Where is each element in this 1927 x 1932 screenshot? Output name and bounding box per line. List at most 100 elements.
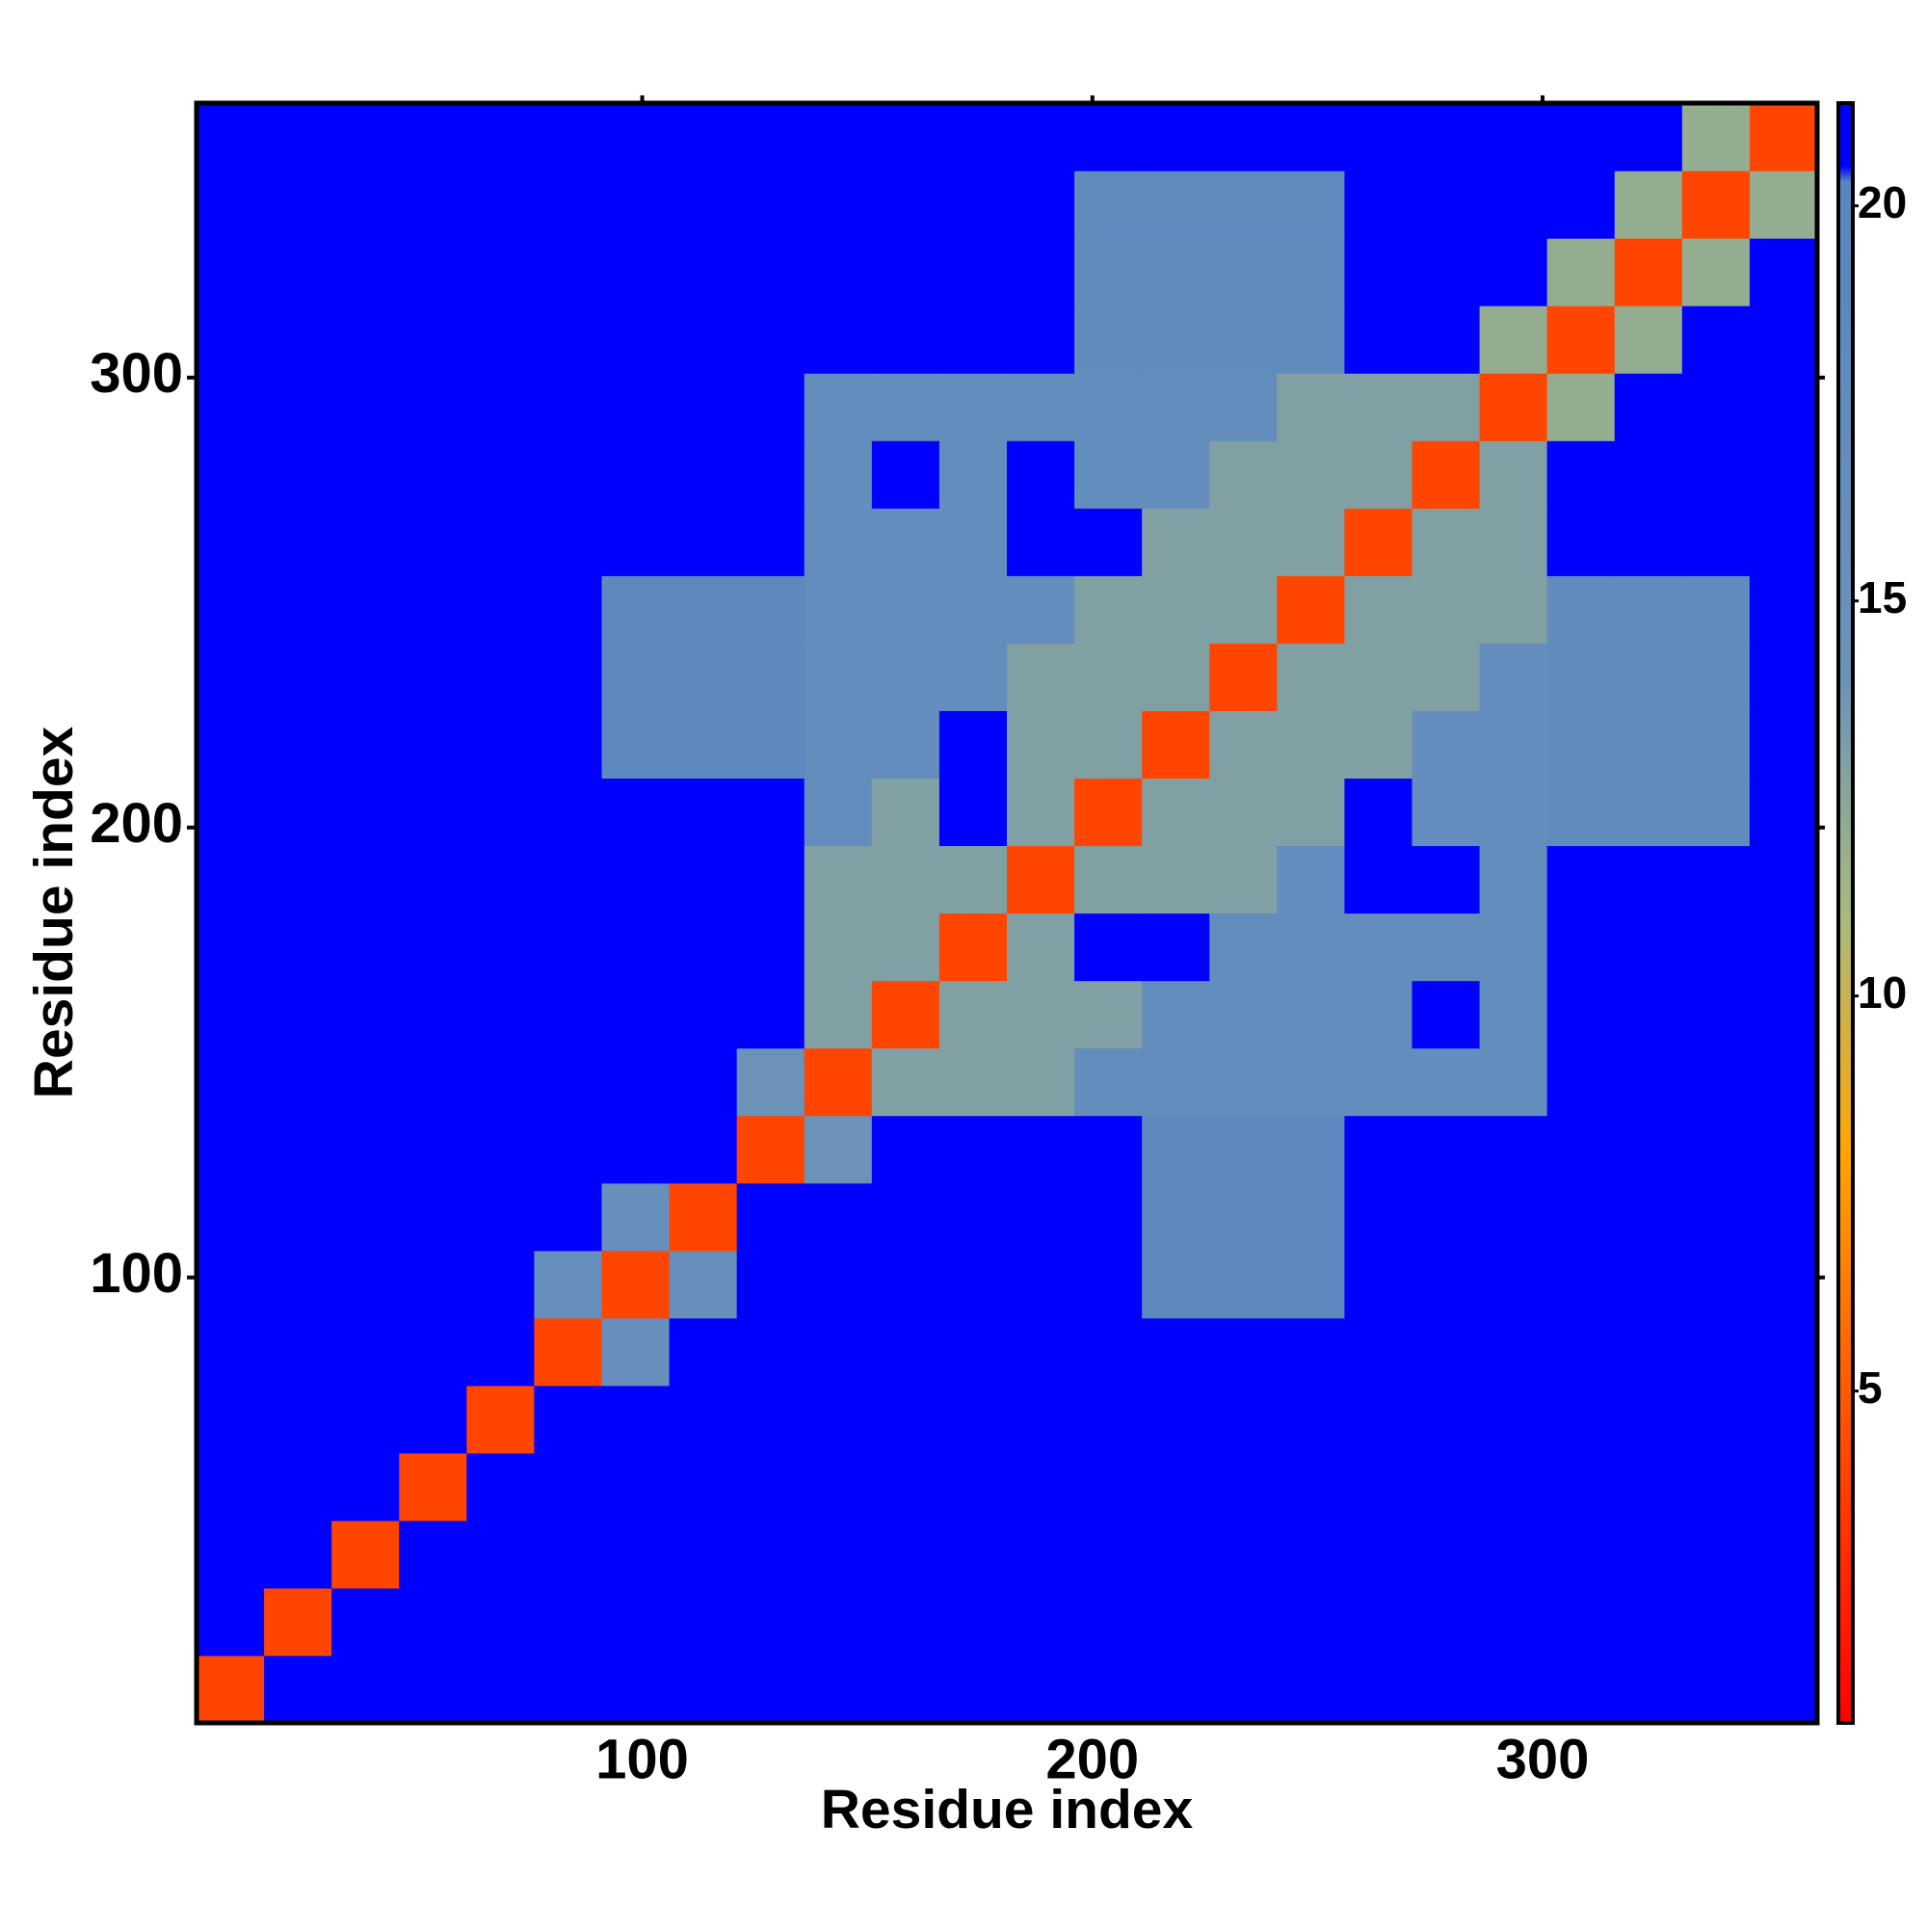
heatmap-cell [331,575,400,644]
heatmap-cell [1479,1587,1548,1656]
heatmap-cell [1546,845,1616,914]
heatmap-cell [1614,1317,1683,1387]
heatmap-cell [1479,845,1548,914]
heatmap-cell [1277,1115,1346,1184]
heatmap-cell [601,643,671,711]
heatmap-cell [804,171,873,239]
heatmap-cell [1681,1452,1751,1522]
heatmap-cell [1209,1452,1278,1522]
heatmap-cell [1142,643,1210,711]
heatmap-cell [1681,508,1751,576]
heatmap-cell [601,1115,671,1184]
heatmap-cell [264,373,332,441]
heatmap-cell [1749,980,1818,1049]
heatmap-cell [1344,710,1413,780]
heatmap-cell [1277,1317,1346,1387]
heatmap-cell [871,1385,940,1454]
heatmap-cell [197,1047,265,1117]
heatmap-cell [1681,1520,1751,1589]
heatmap-cell [331,1047,400,1117]
heatmap-cell [264,1654,332,1724]
heatmap-cell [1546,1250,1616,1319]
heatmap-cell [1412,1654,1481,1724]
heatmap-cell [1142,1250,1210,1319]
heatmap-cell [197,1452,265,1522]
heatmap-cell [804,1654,873,1724]
heatmap-cell [466,1654,536,1724]
heatmap-cell [669,1520,738,1589]
heatmap-cell [1681,778,1751,847]
heatmap-cell [1681,1047,1751,1117]
heatmap-cell [601,1182,671,1252]
heatmap-cell [871,1115,940,1184]
heatmap-cell [1681,373,1751,441]
heatmap-cell [871,710,940,780]
heatmap-cell [601,238,671,306]
heatmap-cell [938,171,1008,239]
heatmap-cell [1412,171,1481,239]
heatmap-cell [1749,1047,1818,1117]
heatmap-cell [938,643,1008,711]
heatmap-cell [1546,1520,1616,1589]
heatmap-cell [1277,710,1346,780]
heatmap-cell [534,1587,603,1656]
heatmap-cell [1614,845,1683,914]
heatmap-cell [1681,980,1751,1049]
heatmap-cell [871,238,940,306]
heatmap-cell [534,1654,603,1724]
heatmap-cell [1681,913,1751,982]
heatmap-cell [1749,1115,1818,1184]
heatmap-cell [1344,508,1413,576]
heatmap-cell [1479,575,1548,644]
heatmap-cell [264,575,332,644]
heatmap-cell [804,508,873,576]
heatmap-cell [1412,1520,1481,1589]
heatmap-cell [197,980,265,1049]
heatmap-cell [736,103,805,172]
heatmap-cell [1749,1587,1818,1656]
heatmap-cell [534,238,603,306]
heatmap-cell [534,1317,603,1387]
heatmap-cell [399,575,467,644]
heatmap-cell [1749,171,1818,239]
heatmap-cell [1479,508,1548,576]
heatmap-cell [399,710,467,780]
heatmap-cell [264,1587,332,1656]
heatmap-cell [1749,845,1818,914]
heatmap-cell [1546,171,1616,239]
heatmap-cell [1681,1317,1751,1387]
heatmap-cell [1209,238,1278,306]
heatmap-cell [1277,238,1346,306]
heatmap-cell [601,1654,671,1724]
heatmap-cell [1614,1587,1683,1656]
heatmap-cell [1479,373,1548,441]
heatmap-cell [466,171,536,239]
heatmap-cell [466,1317,536,1387]
heatmap-cell [1209,1047,1278,1117]
heatmap-cell [871,508,940,576]
heatmap-cell [399,373,467,441]
heatmap-cell [1074,508,1143,576]
heatmap-cell [1007,1520,1075,1589]
heatmap-cell [1344,1520,1413,1589]
heatmap-cell [804,1385,873,1454]
heatmap-cell [736,1654,805,1724]
heatmap-cell [331,710,400,780]
heatmap-cell [1277,778,1346,847]
x-tick-label: 200 [1045,1728,1139,1790]
heatmap-cell [938,1115,1008,1184]
heatmap-cell [1007,508,1075,576]
heatmap-cell [1479,1047,1548,1117]
heatmap-cell [331,440,400,509]
heatmap-cell [534,1385,603,1454]
heatmap-cell [534,103,603,172]
heatmap-cell [1277,1047,1346,1117]
heatmap-cell [1412,845,1481,914]
heatmap-cell [1007,575,1075,644]
heatmap-cell [1344,171,1413,239]
heatmap-cell [1546,1317,1616,1387]
heatmap-cell [1074,103,1143,172]
heatmap-cell [1614,778,1683,847]
heatmap-cell [1344,103,1413,172]
